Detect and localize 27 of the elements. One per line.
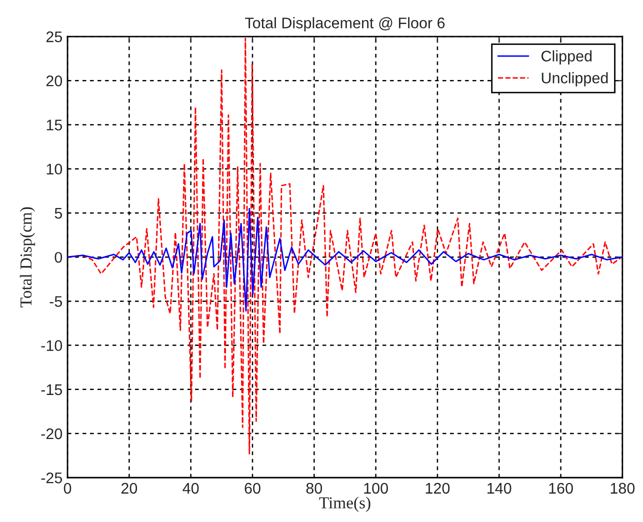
y-axis-title: Total Disp(cm) — [20, 207, 36, 308]
line-series — [68, 208, 622, 312]
legend-label: Unclipped — [542, 72, 608, 86]
x-axis-title: Time(s) — [319, 496, 370, 512]
y-tick-label: -15 — [41, 384, 62, 396]
y-tick-label: -5 — [50, 296, 62, 307]
x-tick-label: 160 — [549, 482, 573, 494]
chart-title: Total Displacement @ Floor 6 — [245, 17, 445, 32]
y-tick-label: -20 — [41, 428, 62, 440]
x-tick-label: 20 — [121, 482, 138, 494]
y-tick-label: -25 — [41, 472, 62, 484]
y-tick-label: 20 — [46, 76, 62, 86]
y-tick-label: 0 — [54, 252, 62, 263]
x-tick-label: 100 — [364, 482, 388, 494]
x-tick-label: 60 — [244, 482, 260, 494]
y-tick-label: 25 — [46, 31, 62, 42]
y-tick-label: -10 — [41, 340, 62, 351]
y-tick-label: 15 — [46, 120, 62, 130]
x-tick-label: 140 — [488, 482, 512, 494]
x-tick-label: 120 — [426, 482, 450, 494]
x-tick-label: 0 — [64, 482, 72, 494]
y-tick-label: 5 — [54, 208, 62, 219]
legend-label: Clipped — [542, 50, 592, 65]
x-tick-label: 40 — [182, 482, 199, 494]
x-tick-label: 80 — [306, 482, 322, 494]
x-tick-label: 180 — [610, 482, 635, 494]
y-tick-label: 10 — [46, 164, 62, 175]
